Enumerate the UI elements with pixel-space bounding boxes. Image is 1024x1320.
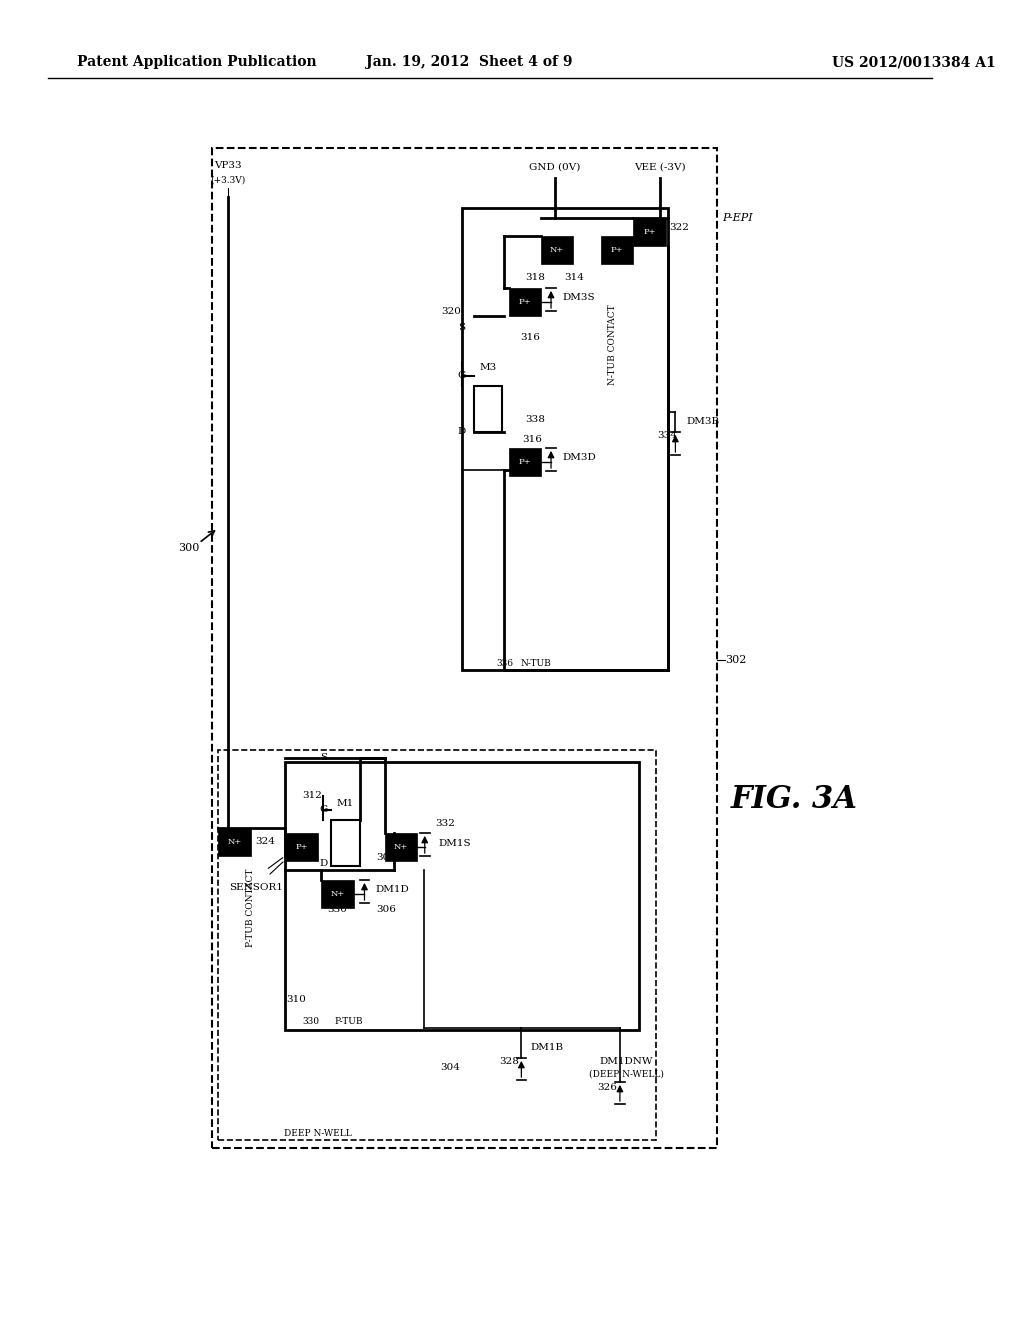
Text: P-TUB: P-TUB — [335, 1018, 364, 1027]
Text: D: D — [319, 859, 328, 869]
Text: VEE (-3V): VEE (-3V) — [634, 162, 686, 172]
Text: D: D — [458, 428, 466, 437]
Text: P+: P+ — [610, 246, 624, 253]
Text: G: G — [319, 805, 328, 814]
Text: N+: N+ — [331, 890, 345, 898]
Text: 316: 316 — [522, 436, 543, 445]
Bar — [541, 236, 573, 264]
Bar — [601, 236, 633, 264]
Text: 322: 322 — [670, 223, 689, 232]
Text: DEEP N-WELL: DEEP N-WELL — [284, 1129, 351, 1138]
Text: DM3S: DM3S — [562, 293, 595, 302]
Text: 308: 308 — [376, 853, 396, 862]
Bar — [322, 880, 354, 908]
Text: N-TUB: N-TUB — [520, 659, 551, 668]
Text: SENSOR1: SENSOR1 — [229, 883, 284, 892]
Text: 302: 302 — [725, 655, 746, 665]
Text: 312: 312 — [302, 792, 322, 800]
Text: GND (0V): GND (0V) — [529, 162, 581, 172]
Bar — [331, 820, 359, 866]
Text: 324: 324 — [255, 837, 275, 846]
Text: (DEEP N-WELL): (DEEP N-WELL) — [589, 1069, 664, 1078]
Text: M3: M3 — [479, 363, 497, 372]
Bar — [473, 385, 502, 432]
Text: DM1S: DM1S — [438, 838, 471, 847]
Text: G: G — [458, 371, 466, 380]
Bar — [285, 762, 639, 1030]
Text: P+: P+ — [295, 843, 307, 851]
Text: 334: 334 — [657, 432, 677, 441]
Text: P-EPI: P-EPI — [722, 213, 753, 223]
Text: DM1D: DM1D — [376, 884, 410, 894]
Text: DM3D: DM3D — [562, 454, 596, 462]
Text: 300: 300 — [178, 543, 199, 553]
Text: 326: 326 — [597, 1084, 617, 1093]
Text: P+: P+ — [519, 298, 531, 306]
Text: 330: 330 — [328, 906, 347, 915]
Text: N+: N+ — [227, 838, 242, 846]
Bar — [218, 750, 656, 1140]
Text: 314: 314 — [564, 272, 585, 281]
Text: N-TUB CONTACT: N-TUB CONTACT — [608, 305, 616, 385]
Text: 330: 330 — [302, 1018, 319, 1027]
Text: 338: 338 — [525, 416, 546, 425]
Text: Patent Application Publication: Patent Application Publication — [77, 55, 316, 69]
Text: FIG. 3A: FIG. 3A — [730, 784, 857, 816]
Text: US 2012/0013384 A1: US 2012/0013384 A1 — [833, 55, 996, 69]
Text: 304: 304 — [440, 1064, 460, 1072]
Text: DM1DNW: DM1DNW — [600, 1057, 653, 1067]
Text: P+: P+ — [519, 458, 531, 466]
Text: P+: P+ — [643, 228, 655, 236]
Text: 316: 316 — [520, 334, 541, 342]
Text: 336: 336 — [497, 659, 514, 668]
Bar — [509, 447, 542, 477]
Text: P-TUB CONTACT: P-TUB CONTACT — [246, 869, 255, 948]
Text: S: S — [459, 323, 466, 333]
Text: Jan. 19, 2012  Sheet 4 of 9: Jan. 19, 2012 Sheet 4 of 9 — [366, 55, 572, 69]
Bar — [285, 833, 317, 861]
Text: 332: 332 — [435, 820, 455, 829]
Text: VP33: VP33 — [214, 161, 242, 170]
Text: DM1B: DM1B — [530, 1044, 564, 1052]
Bar — [509, 288, 542, 315]
Bar — [385, 833, 417, 861]
Text: M1: M1 — [337, 799, 354, 808]
Text: DM3B: DM3B — [687, 417, 720, 426]
Text: (+3.3V): (+3.3V) — [210, 176, 246, 185]
Bar — [633, 218, 666, 246]
Bar — [218, 828, 251, 855]
Text: S: S — [319, 754, 327, 763]
Text: 320: 320 — [441, 308, 462, 317]
Text: 318: 318 — [525, 272, 546, 281]
Bar — [212, 148, 718, 1148]
Bar — [462, 209, 668, 671]
Text: N+: N+ — [550, 246, 564, 253]
Text: N+: N+ — [393, 843, 408, 851]
Text: 310: 310 — [287, 995, 306, 1005]
Text: 306: 306 — [376, 906, 396, 915]
Text: 328: 328 — [500, 1057, 519, 1067]
